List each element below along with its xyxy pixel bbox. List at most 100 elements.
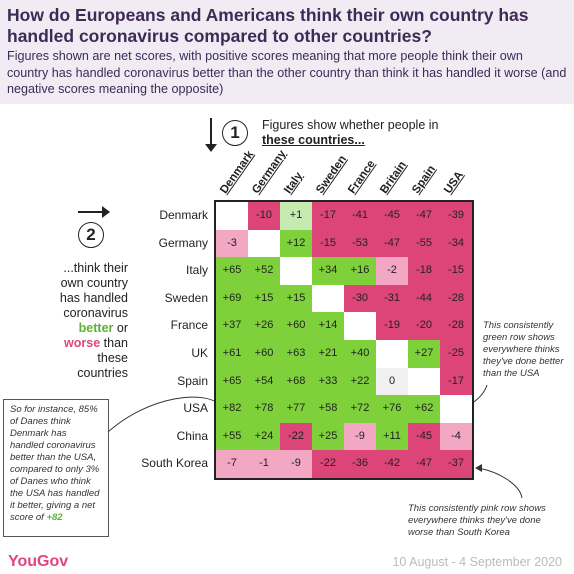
heatmap-cell: -9 xyxy=(344,422,376,451)
heatmap-cell: +16 xyxy=(344,257,376,285)
chart-title: How do Europeans and Americans think the… xyxy=(7,5,529,46)
heatmap-cell: -45 xyxy=(376,202,408,230)
heatmap-cell: +60 xyxy=(248,340,280,368)
heatmap-cell: +24 xyxy=(248,422,280,451)
heatmap-cell: +11 xyxy=(376,422,408,451)
example-note-text: So for instance, 85% of Danes think Denm… xyxy=(10,404,100,523)
row-label: Germany xyxy=(158,235,208,250)
heatmap-cell: -25 xyxy=(440,340,472,368)
heatmap-cell: -41 xyxy=(344,202,376,230)
example-note-value: +82 xyxy=(46,512,63,523)
heatmap-cell: +34 xyxy=(312,257,344,285)
heatmap-cell xyxy=(312,284,344,313)
row-label: South Korea xyxy=(141,456,208,471)
row-label: UK xyxy=(191,346,208,360)
fieldwork-dates: 10 August - 4 September 2020 xyxy=(392,555,562,569)
heatmap-cell xyxy=(216,202,248,230)
heatmap-cell: -30 xyxy=(344,284,376,313)
heatmap-cell: +33 xyxy=(312,367,344,396)
row-label: Denmark xyxy=(159,208,208,222)
heatmap-cell: +15 xyxy=(248,284,280,313)
heatmap-cell: -47 xyxy=(376,229,408,258)
heatmap-cell xyxy=(408,367,440,396)
row-label: Spain xyxy=(177,373,208,388)
heatmap-cell: +14 xyxy=(312,312,344,340)
example-note-box: So for instance, 85% of Danes think Denm… xyxy=(3,399,109,537)
heatmap-cell: -22 xyxy=(280,422,312,451)
heatmap-cell: +12 xyxy=(280,229,312,258)
header-band xyxy=(0,0,574,104)
heatmap-cell: -22 xyxy=(312,450,344,478)
heatmap-cell: +22 xyxy=(344,367,376,396)
heatmap-cell: -19 xyxy=(376,312,408,340)
heatmap-cell: -4 xyxy=(440,422,472,451)
heatmap-cell: +62 xyxy=(408,395,440,423)
heatmap-cell: -15 xyxy=(312,229,344,258)
heatmap-cell: +60 xyxy=(280,312,312,340)
heatmap-cell: -44 xyxy=(408,284,440,313)
heatmap-cell: -1 xyxy=(248,450,280,478)
heatmap-cell: -9 xyxy=(280,450,312,478)
heatmap-cell xyxy=(376,340,408,368)
heatmap-cell xyxy=(344,312,376,340)
heatmap-cell: +27 xyxy=(408,340,440,368)
heatmap-cell: +63 xyxy=(280,340,312,368)
heatmap-cell: +40 xyxy=(344,340,376,368)
heatmap-cell: +61 xyxy=(216,340,248,368)
heatmap-cell: -55 xyxy=(408,229,440,258)
heatmap-cell: -28 xyxy=(440,284,472,313)
step-two-text: ...think their own country has handled c… xyxy=(59,261,128,380)
heatmap-frame xyxy=(214,200,474,480)
heatmap-cell: -37 xyxy=(440,450,472,478)
heatmap-cell: -10 xyxy=(248,202,280,230)
heatmap-cell xyxy=(440,395,472,423)
heatmap-cell: -20 xyxy=(408,312,440,340)
heatmap-cell: +1 xyxy=(280,202,312,230)
heatmap-cell: -47 xyxy=(408,202,440,230)
heatmap-cell: +78 xyxy=(248,395,280,423)
heatmap-cell: -17 xyxy=(312,202,344,230)
step-one-text: Figures show whether people in these cou… xyxy=(262,118,439,147)
heatmap-cell: -36 xyxy=(344,450,376,478)
heatmap-cell: +65 xyxy=(216,257,248,285)
heatmap-cell: +25 xyxy=(312,422,344,451)
heatmap-cell: +26 xyxy=(248,312,280,340)
heatmap-cell xyxy=(280,257,312,285)
heatmap-cell: -7 xyxy=(216,450,248,478)
heatmap-cell xyxy=(248,229,280,258)
heatmap-cell: +65 xyxy=(216,367,248,396)
yougov-logo: YouGov xyxy=(8,553,69,570)
heatmap-cell: +52 xyxy=(248,257,280,285)
step-one-badge: 1 xyxy=(222,120,248,146)
step-two-badge: 2 xyxy=(78,222,104,248)
heatmap-cell: +72 xyxy=(344,395,376,423)
heatmap-cell: +37 xyxy=(216,312,248,340)
row-label: China xyxy=(176,428,208,443)
row-label: Sweden xyxy=(164,290,208,305)
heatmap-cell: +54 xyxy=(248,367,280,396)
heatmap-cell: -34 xyxy=(440,229,472,258)
heatmap-cell: -18 xyxy=(408,257,440,285)
heatmap-cell: +69 xyxy=(216,284,248,313)
heatmap-cell: +21 xyxy=(312,340,344,368)
row-label: France xyxy=(170,318,208,333)
green-row-note: This consistently green row shows everyw… xyxy=(483,320,564,379)
heatmap-cell: +58 xyxy=(312,395,344,423)
heatmap-cell: -39 xyxy=(440,202,472,230)
heatmap-cell: -45 xyxy=(408,422,440,451)
heatmap-cell: -47 xyxy=(408,450,440,478)
heatmap-cell: -3 xyxy=(216,229,248,258)
heatmap-cell: -31 xyxy=(376,284,408,313)
chart-subtitle: Figures shown are net scores, with posit… xyxy=(7,49,567,96)
heatmap-cell: +55 xyxy=(216,422,248,451)
heatmap-cell: -53 xyxy=(344,229,376,258)
heatmap-cell: +82 xyxy=(216,395,248,423)
row-label: Italy xyxy=(185,263,208,278)
heatmap-cell: +76 xyxy=(376,395,408,423)
heatmap-cell: -28 xyxy=(440,312,472,340)
heatmap-cell: -42 xyxy=(376,450,408,478)
heatmap-cell: 0 xyxy=(376,367,408,396)
row-label: USA xyxy=(183,401,208,416)
heatmap-cell: +68 xyxy=(280,367,312,396)
pink-row-note: This consistently pink row shows everywh… xyxy=(408,503,546,538)
